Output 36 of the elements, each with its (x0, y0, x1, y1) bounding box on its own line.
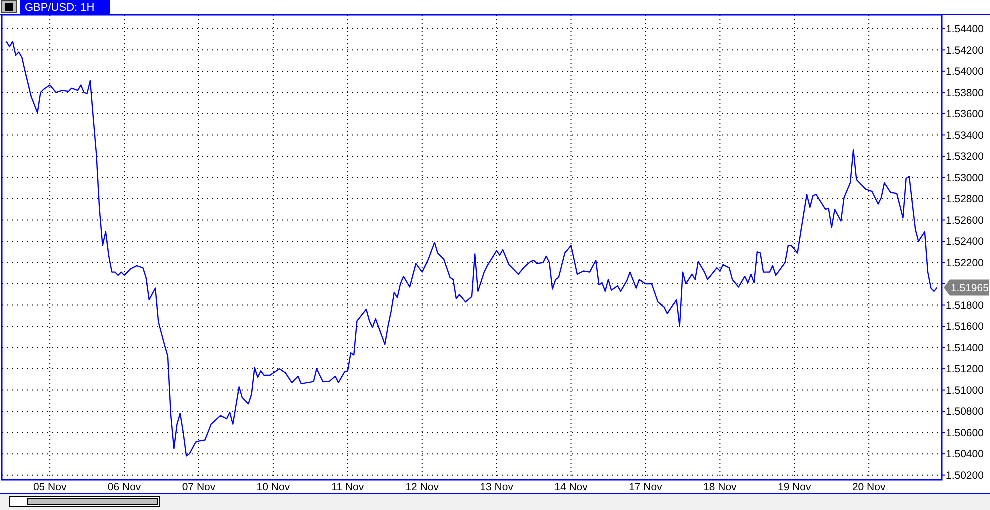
y-tick-label: 1.53600 (946, 108, 984, 121)
line-series (6, 41, 938, 457)
y-tick-label: 1.53200 (946, 151, 984, 164)
y-tick-label: 1.50600 (946, 427, 984, 440)
x-tick-label: 14 Nov (554, 482, 589, 494)
y-tick-label: 1.50200 (946, 470, 984, 482)
x-tick-label: 07 Nov (182, 482, 216, 494)
x-tick-label: 20 Nov (852, 482, 886, 494)
y-tick-label: 1.51000 (946, 384, 984, 397)
x-tick-label: 18 Nov (704, 482, 738, 494)
x-tick-label: 12 Nov (406, 482, 440, 494)
y-tick-label: 1.50400 (946, 448, 984, 461)
x-tick-label: 06 Nov (108, 482, 142, 494)
y-tick-label: 1.52200 (946, 257, 984, 270)
y-tick-label: 1.51400 (946, 342, 984, 354)
y-tick-label: 1.51800 (946, 300, 984, 312)
y-tick-label: 1.51600 (946, 321, 984, 334)
text: 1.51965 (951, 282, 990, 294)
y-tick-label: 1.54400 (946, 24, 984, 36)
y-tick-label: 1.50800 (946, 406, 984, 418)
x-tick-label: 10 Nov (256, 482, 291, 494)
y-tick-label: 1.53800 (946, 87, 984, 100)
y-tick-label: 1.54000 (946, 66, 984, 78)
x-tick-label: 05 Nov (33, 482, 68, 494)
x-tick-label: 19 Nov (778, 482, 812, 494)
y-tick-label: 1.53400 (946, 130, 984, 142)
y-tick-label: 1.54200 (946, 44, 984, 57)
x-tick-label: 11 Nov (332, 482, 365, 494)
x-tick-label: 13 Nov (480, 482, 514, 494)
y-tick-label: 1.52800 (946, 194, 984, 206)
y-tick-label: 1.52400 (946, 236, 984, 248)
y-tick-label: 1.52600 (946, 214, 984, 227)
x-tick-label: 17 Nov (629, 482, 664, 494)
y-tick-label: 1.51200 (946, 364, 984, 376)
chart-title: GBP/USD: 1H (25, 2, 95, 14)
y-tick-label: 1.53000 (946, 172, 984, 184)
